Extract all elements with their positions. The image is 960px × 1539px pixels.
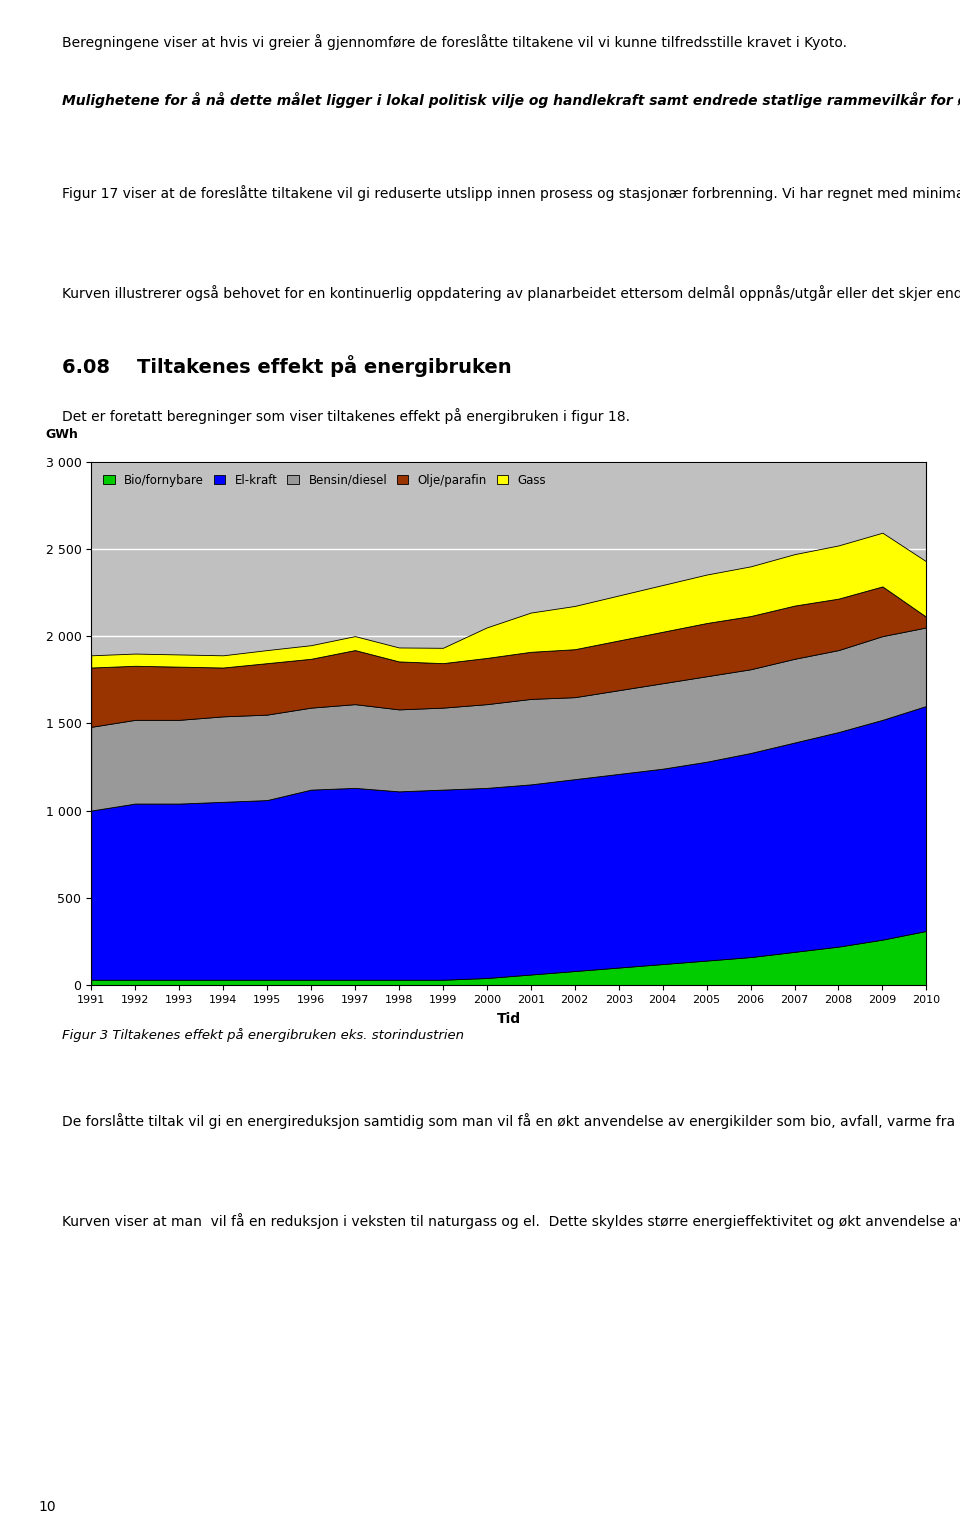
Text: GWh: GWh	[45, 428, 78, 440]
X-axis label: Tid: Tid	[496, 1011, 521, 1025]
Text: Mulighetene for å nå dette målet ligger i lokal politisk vilje og handlekraft sa: Mulighetene for å nå dette målet ligger …	[62, 92, 960, 108]
Legend: Bio/fornybare, El-kraft, Bensin/diesel, Olje/parafin, Gass: Bio/fornybare, El-kraft, Bensin/diesel, …	[97, 468, 552, 492]
Text: De forslåtte tiltak vil gi en energireduksjon samtidig som man vil få en økt anv: De forslåtte tiltak vil gi en energiredu…	[62, 1113, 960, 1128]
Text: Figur 3 Tiltakenes effekt på energibruken eks. storindustrien: Figur 3 Tiltakenes effekt på energibruke…	[62, 1028, 465, 1042]
Text: 6.08    Tiltakenes effekt på energibruken: 6.08 Tiltakenes effekt på energibruken	[62, 356, 512, 377]
Text: Kurven illustrerer også behovet for en kontinuerlig oppdatering av planarbeidet : Kurven illustrerer også behovet for en k…	[62, 285, 960, 300]
Text: Beregningene viser at hvis vi greier å gjennomføre de foreslåtte tiltakene vil v: Beregningene viser at hvis vi greier å g…	[62, 34, 848, 49]
Text: Kurven viser at man  vil få en reduksjon i veksten til naturgass og el.  Dette s: Kurven viser at man vil få en reduksjon …	[62, 1213, 960, 1228]
Text: Figur 17 viser at de foreslåtte tiltakene vil gi reduserte utslipp innen prosess: Figur 17 viser at de foreslåtte tiltaken…	[62, 185, 960, 200]
Text: 10: 10	[38, 1501, 56, 1514]
Text: Det er foretatt beregninger som viser tiltakenes effekt på energibruken i figur : Det er foretatt beregninger som viser ti…	[62, 408, 631, 423]
